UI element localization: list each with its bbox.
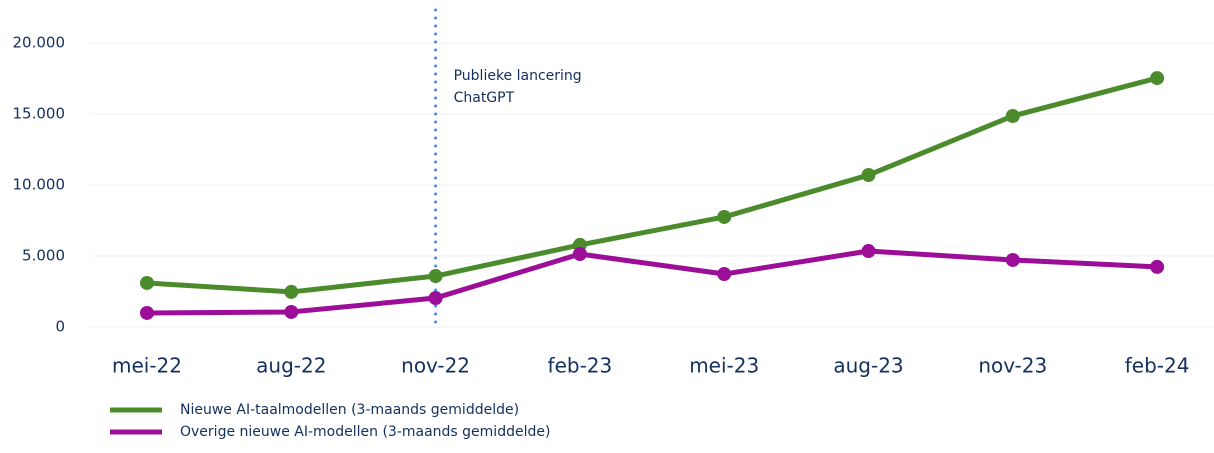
data-point <box>140 305 154 320</box>
annotation-text: ChatGPT <box>454 90 515 106</box>
data-point <box>284 284 299 299</box>
x-tick-label: aug-22 <box>256 354 326 378</box>
data-point <box>861 244 876 259</box>
data-point <box>428 269 443 284</box>
x-tick-label: mei-23 <box>689 354 759 378</box>
y-tick-label: 0 <box>55 318 65 336</box>
data-point <box>428 291 443 306</box>
series-line <box>146 248 1158 316</box>
x-tick-label: mei-22 <box>112 354 182 378</box>
data-point <box>1005 108 1020 123</box>
y-tick-label: 10.000 <box>13 176 66 194</box>
x-tick-label: nov-22 <box>401 354 470 378</box>
legend-label: Nieuwe AI-taalmodellen (3-maands gemidde… <box>180 402 519 418</box>
x-tick-label: feb-24 <box>1125 354 1190 378</box>
x-tick-label: aug-23 <box>833 354 903 378</box>
series-line <box>146 75 1158 295</box>
data-point <box>572 247 587 262</box>
y-tick-label: 5.000 <box>22 247 65 265</box>
data-point <box>1150 259 1165 274</box>
data-point <box>717 209 732 224</box>
y-tick-label: 15.000 <box>13 105 66 123</box>
data-point <box>140 275 154 290</box>
data-point <box>1005 252 1020 267</box>
legend-label: Overige nieuwe AI-modellen (3-maands gem… <box>180 424 550 440</box>
annotation-text: Publieke lancering <box>454 68 582 84</box>
data-point <box>717 267 732 282</box>
data-point <box>284 304 299 319</box>
data-point <box>1150 71 1165 86</box>
data-point <box>861 168 876 183</box>
x-tick-label: nov-23 <box>978 354 1047 378</box>
x-tick-label: feb-23 <box>548 354 613 378</box>
y-tick-label: 20.000 <box>13 34 66 52</box>
